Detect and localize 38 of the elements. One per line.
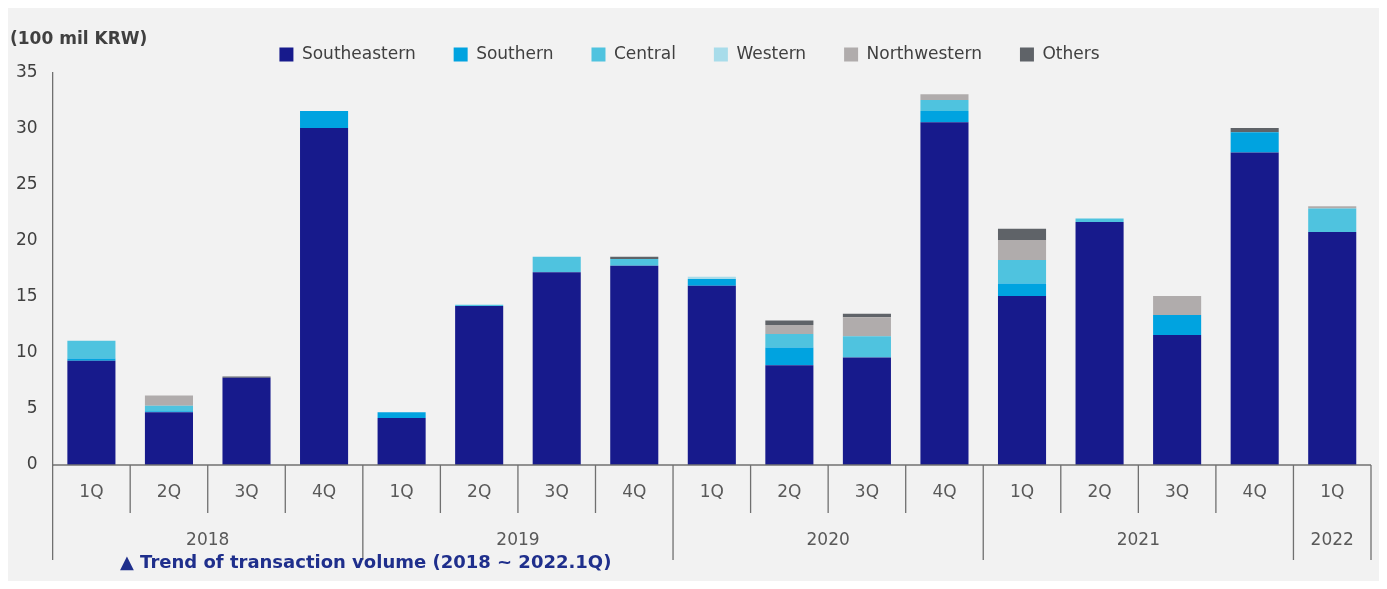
text: 2018 xyxy=(186,529,230,550)
y-tick-label: 35 xyxy=(15,61,38,82)
x-tick-label: 2Q xyxy=(777,481,802,502)
legend-label: Northwestern xyxy=(866,42,982,63)
x-tick-label: 1Q xyxy=(389,481,414,502)
x-tick-label: 1Q xyxy=(79,481,104,502)
y-axis-title: (100 mil KRW) xyxy=(10,28,148,49)
x-tick-label: 2Q xyxy=(1087,481,1112,502)
text: 2022 xyxy=(1310,529,1354,550)
legend-label: Southern xyxy=(476,42,554,63)
legend-label: Central xyxy=(613,42,676,63)
legend-label: Western xyxy=(736,42,807,63)
y-tick-label: 0 xyxy=(26,453,38,474)
y-tick-label: 5 xyxy=(26,397,38,418)
legend-label: Others xyxy=(1042,42,1100,63)
x-tick-label: 1Q xyxy=(699,481,724,502)
y-tick-label: 20 xyxy=(15,229,38,250)
y-tick-label: 10 xyxy=(15,341,38,362)
legend-label: Southeastern xyxy=(301,42,416,63)
y-tick-label: 30 xyxy=(15,117,38,138)
x-tick-label: 4Q xyxy=(311,481,337,502)
x-tick-label: 1Q xyxy=(1009,481,1035,502)
text: 2019 xyxy=(496,529,540,550)
x-tick-label: 1Q xyxy=(1320,481,1345,502)
x-tick-label: 4Q xyxy=(1242,481,1267,502)
y-tick-label: 15 xyxy=(15,285,38,306)
y-tick-label: 25 xyxy=(15,173,38,194)
x-tick-label: 4Q xyxy=(622,481,647,502)
text: ▲ Trend of transaction volume (2018 ~ 2022.1Q) xyxy=(120,550,612,572)
text: 2020 xyxy=(806,529,850,550)
x-tick-label: 2Q xyxy=(467,481,492,502)
text: 2021 xyxy=(1116,529,1160,550)
x-tick-label: 3Q xyxy=(544,481,569,502)
x-tick-label: 3Q xyxy=(1165,481,1190,502)
x-tick-label: 3Q xyxy=(854,481,880,502)
x-tick-label: 3Q xyxy=(234,481,259,502)
x-tick-label: 4Q xyxy=(932,481,957,502)
x-tick-label: 2Q xyxy=(156,481,182,502)
